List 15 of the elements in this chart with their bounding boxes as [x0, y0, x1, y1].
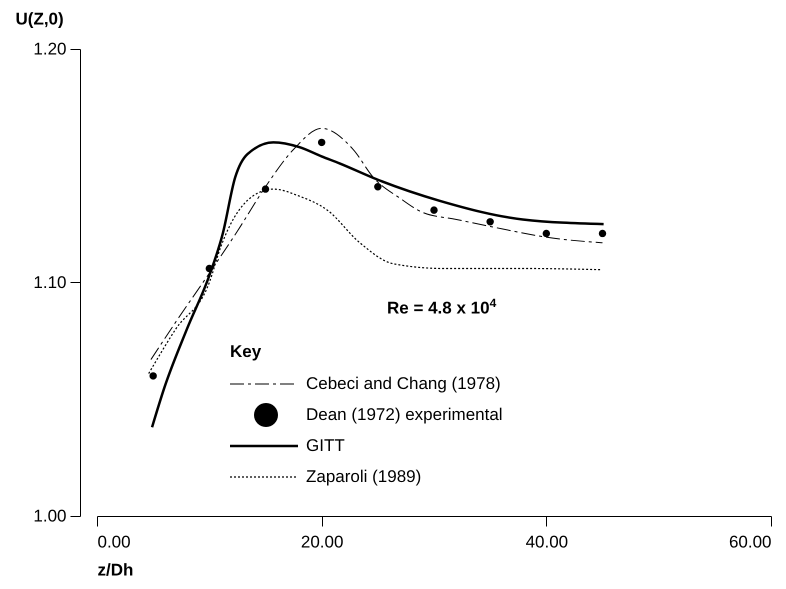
x-axis-title: z/Dh [98, 560, 134, 580]
x-tick-label: 40.00 [526, 532, 568, 552]
x-tick-label: 60.00 [728, 532, 772, 552]
y-tick-label: 1.00 [33, 506, 66, 526]
legend-title: Key [230, 342, 262, 362]
legend-label: Zaparoli (1989) [306, 466, 422, 486]
x-tick-label: 0.00 [98, 532, 131, 552]
legend-label: Cebeci and Chang (1978) [306, 374, 501, 394]
y-axis-title: U(Z,0) [16, 10, 64, 28]
legend-label: Dean (1972) experimental [306, 404, 503, 424]
y-tick-label: 1.10 [33, 273, 66, 292]
legend-label: GITT [306, 436, 345, 456]
y-tick-label: 1.20 [33, 40, 66, 58]
x-tick-label: 20.00 [300, 532, 344, 552]
annotation: Re = 4.8 x 10$^{4}$ [387, 296, 496, 319]
